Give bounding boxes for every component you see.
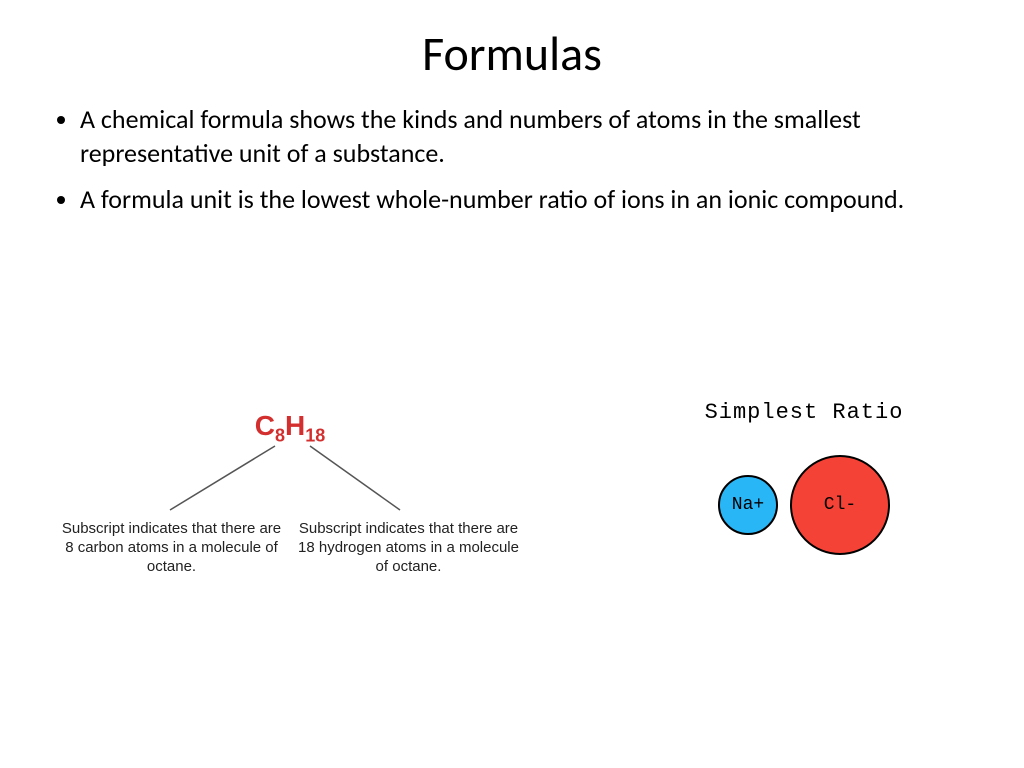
ratio-title: Simplest Ratio [644,400,964,425]
ion-row: Na+ Cl- [644,455,964,555]
bullet-item: A formula unit is the lowest whole-numbe… [80,183,964,217]
element-symbol: C [255,410,275,441]
formula-diagram: C8H18 Subscript indicates that there are… [60,410,520,447]
caption-left: Subscript indicates that there are 8 car… [60,520,283,576]
connector-lines [60,438,520,518]
connector-line [170,446,275,510]
page-title: Formulas [0,0,1024,103]
ion-sodium: Na+ [718,475,778,535]
caption-row: Subscript indicates that there are 8 car… [60,520,520,576]
ratio-diagram: Simplest Ratio Na+ Cl- [644,400,964,555]
connector-line [310,446,400,510]
ion-chloride: Cl- [790,455,890,555]
bullet-list: A chemical formula shows the kinds and n… [0,103,1024,216]
element-symbol: H [285,410,305,441]
diagram-area: C8H18 Subscript indicates that there are… [60,410,964,670]
caption-right: Subscript indicates that there are 18 hy… [297,520,520,576]
bullet-item: A chemical formula shows the kinds and n… [80,103,964,171]
